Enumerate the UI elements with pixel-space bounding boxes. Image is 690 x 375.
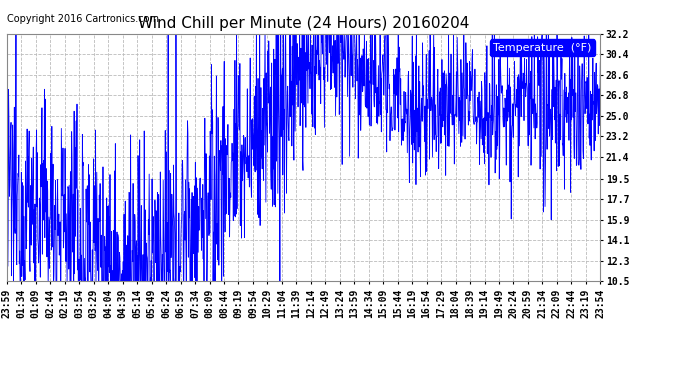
Title: Wind Chill per Minute (24 Hours) 20160204: Wind Chill per Minute (24 Hours) 2016020… <box>138 16 469 31</box>
Legend: Temperature  (°F): Temperature (°F) <box>490 39 595 56</box>
Text: Copyright 2016 Cartronics.com: Copyright 2016 Cartronics.com <box>7 14 159 24</box>
